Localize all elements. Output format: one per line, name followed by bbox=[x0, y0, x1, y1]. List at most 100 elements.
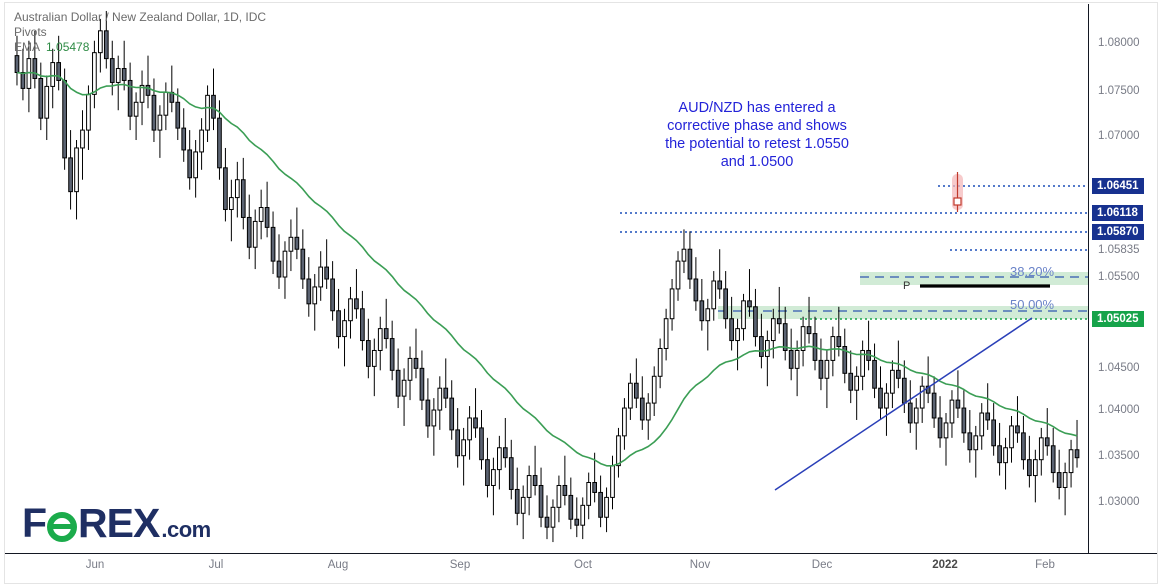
pivots-legend: Pivots bbox=[14, 25, 47, 39]
candle-body bbox=[395, 369, 401, 397]
candle-body bbox=[598, 491, 603, 518]
candle-body bbox=[520, 496, 526, 514]
candle-body bbox=[913, 407, 919, 424]
candle-body bbox=[955, 399, 961, 409]
candle-body bbox=[288, 236, 294, 252]
candle-body bbox=[252, 220, 258, 248]
candle-body bbox=[431, 409, 437, 427]
candle-body bbox=[80, 129, 85, 149]
candle-body bbox=[860, 349, 865, 377]
candle-body bbox=[56, 62, 62, 81]
logo-text: F REX bbox=[22, 500, 160, 547]
candle-body bbox=[1027, 459, 1032, 477]
candle-body bbox=[157, 114, 163, 131]
price-axis-label: 1.05835 bbox=[1098, 244, 1140, 256]
candle-body bbox=[759, 336, 764, 357]
candle-body bbox=[675, 260, 681, 290]
trendline bbox=[774, 317, 1033, 491]
candle-body bbox=[830, 336, 836, 361]
candle-body bbox=[735, 328, 740, 342]
candle-body bbox=[121, 68, 127, 81]
candle-body bbox=[693, 278, 699, 302]
candle-body bbox=[360, 308, 365, 342]
candle-body bbox=[508, 457, 514, 490]
candle-body bbox=[639, 397, 645, 421]
candle-body bbox=[300, 248, 306, 280]
candle-body bbox=[770, 318, 776, 342]
candle-body bbox=[776, 318, 782, 325]
ema-line-path bbox=[16, 71, 1078, 467]
candle-body bbox=[538, 484, 544, 518]
ema-legend: EMA 1.05478 bbox=[14, 40, 266, 55]
logo-part-dotcom: .com bbox=[161, 517, 211, 542]
candle-body bbox=[1015, 425, 1020, 434]
price-axis-line bbox=[1088, 4, 1089, 553]
candle-body bbox=[961, 407, 967, 434]
candle-body bbox=[407, 357, 413, 381]
candle-body bbox=[139, 84, 145, 103]
candle-body bbox=[854, 375, 860, 391]
candle-body bbox=[788, 349, 794, 369]
candle-body bbox=[705, 308, 711, 322]
candle-body bbox=[747, 300, 752, 308]
time-axis-label: Jul bbox=[208, 559, 224, 571]
candle-body bbox=[699, 300, 705, 322]
candle-body bbox=[264, 207, 270, 228]
candle-body bbox=[616, 435, 621, 467]
candle-body bbox=[604, 496, 609, 518]
candle-body bbox=[115, 68, 121, 83]
logo-o-icon bbox=[47, 511, 78, 542]
candle-body bbox=[741, 300, 746, 330]
candle-body bbox=[68, 157, 73, 193]
logo-part-f: F bbox=[22, 500, 47, 546]
candle-body bbox=[229, 197, 234, 211]
candle-body bbox=[800, 326, 806, 351]
candle-body bbox=[925, 385, 931, 394]
candle-body bbox=[1009, 425, 1014, 449]
candle-body bbox=[383, 328, 389, 340]
candle-body bbox=[711, 280, 717, 310]
candle-body bbox=[651, 375, 657, 404]
ema-legend-label: EMA bbox=[14, 40, 41, 54]
candle-body bbox=[211, 94, 216, 119]
candle-body bbox=[1074, 449, 1080, 459]
candle-body bbox=[729, 318, 734, 342]
candle-body bbox=[217, 117, 222, 169]
candle-body bbox=[14, 55, 20, 74]
candle-body bbox=[133, 101, 139, 117]
candle-body bbox=[193, 151, 198, 179]
candle-body bbox=[907, 402, 913, 424]
candle-body bbox=[98, 30, 103, 54]
candle-body bbox=[312, 286, 318, 305]
candle-body bbox=[896, 369, 901, 379]
candle-body bbox=[437, 387, 443, 411]
candle-body bbox=[633, 382, 639, 399]
price-badge-navy: 1.06118 bbox=[1092, 205, 1143, 221]
candle-body bbox=[765, 340, 770, 357]
candle-body bbox=[1062, 472, 1068, 488]
annotation-line-4: and 1.0500 bbox=[720, 154, 794, 170]
candle-body bbox=[526, 475, 532, 498]
candle-body bbox=[753, 306, 758, 338]
candle-body bbox=[342, 320, 347, 338]
candle-body bbox=[568, 494, 574, 520]
candle-body bbox=[723, 288, 729, 320]
candle-body bbox=[401, 379, 407, 397]
candle-body bbox=[1021, 432, 1026, 461]
candle-body bbox=[32, 58, 38, 79]
candle-body bbox=[985, 412, 991, 421]
candle-body bbox=[365, 340, 371, 367]
candle-body bbox=[282, 250, 288, 278]
candle-body bbox=[240, 179, 246, 218]
price-axis-label: 1.05500 bbox=[1098, 271, 1140, 283]
candle-body bbox=[443, 387, 449, 399]
candle-body bbox=[812, 333, 818, 361]
candle-body bbox=[44, 85, 50, 119]
candle-body bbox=[479, 427, 484, 461]
candle-body bbox=[234, 179, 240, 199]
ascending-trendline[interactable] bbox=[774, 317, 1033, 491]
candle-body bbox=[246, 216, 252, 248]
candle-body bbox=[419, 367, 425, 401]
